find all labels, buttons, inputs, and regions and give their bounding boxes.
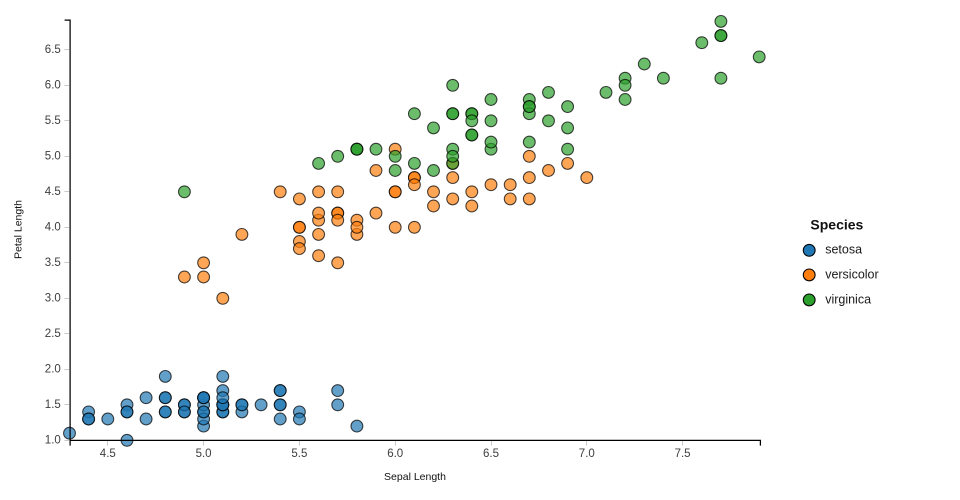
svg-text:5.0: 5.0 [196,448,212,460]
svg-text:2.0: 2.0 [45,364,61,376]
svg-text:1.0: 1.0 [45,435,61,447]
svg-text:3.5: 3.5 [45,257,61,269]
svg-text:Sepal Length: Sepal Length [384,471,446,483]
svg-text:5.5: 5.5 [45,115,61,127]
svg-text:4.0: 4.0 [45,222,61,234]
svg-text:6.5: 6.5 [45,44,61,56]
svg-text:4.5: 4.5 [100,448,116,460]
svg-text:versicolor: versicolor [825,267,879,281]
svg-text:6.0: 6.0 [45,80,61,92]
svg-text:7.5: 7.5 [675,448,691,460]
svg-text:2.5: 2.5 [45,328,61,340]
svg-text:3.0: 3.0 [45,293,61,305]
svg-text:Petal Length: Petal Length [12,200,24,259]
svg-text:1.5: 1.5 [45,399,61,411]
svg-text:virginica: virginica [825,292,871,306]
svg-text:4.5: 4.5 [45,186,61,198]
svg-text:7.0: 7.0 [579,448,595,460]
svg-text:5.5: 5.5 [291,448,307,460]
svg-text:6.5: 6.5 [483,448,499,460]
svg-text:6.0: 6.0 [387,448,403,460]
svg-text:Species: Species [810,217,863,233]
svg-text:5.0: 5.0 [45,151,61,163]
svg-text:setosa: setosa [825,243,862,257]
